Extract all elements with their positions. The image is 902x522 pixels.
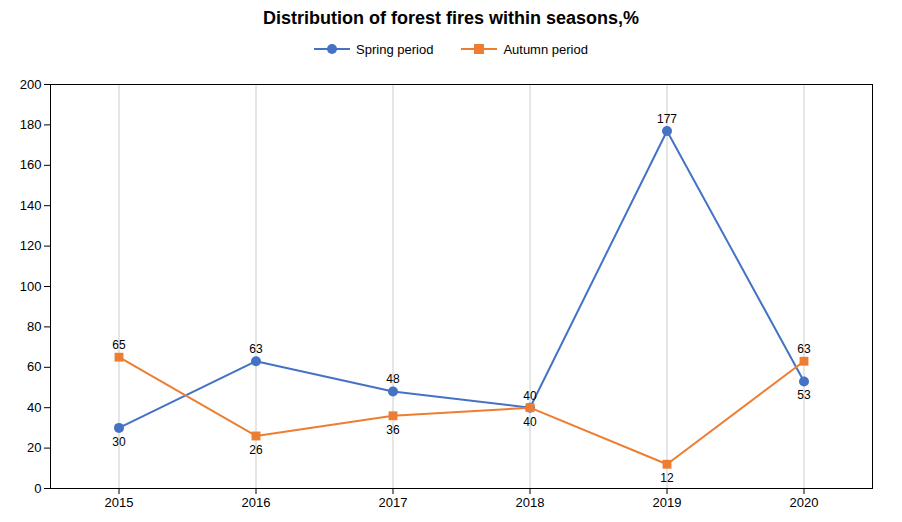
svg-text:20: 20 (27, 440, 41, 455)
svg-text:160: 160 (20, 157, 42, 172)
svg-text:2018: 2018 (516, 495, 545, 510)
svg-text:200: 200 (20, 77, 42, 92)
svg-text:63: 63 (797, 342, 811, 356)
html-text:Distribution of forest fires w: Distribution of forest fires within seas… (263, 8, 639, 28)
svg-text:36: 36 (386, 423, 400, 437)
svg-text:2019: 2019 (653, 495, 682, 510)
svg-text:177: 177 (657, 112, 677, 126)
svg-text:120: 120 (20, 238, 42, 253)
svg-text:40: 40 (27, 400, 41, 415)
svg-text:63: 63 (249, 342, 263, 356)
svg-text:60: 60 (27, 359, 41, 374)
svg-text:2015: 2015 (105, 495, 134, 510)
svg-text:30: 30 (112, 435, 126, 449)
svg-text:12: 12 (660, 471, 674, 485)
svg-text:48: 48 (386, 372, 400, 386)
svg-text:0: 0 (34, 481, 41, 496)
svg-text:26: 26 (249, 443, 263, 457)
svg-text:40: 40 (523, 415, 537, 429)
svg-text:2020: 2020 (790, 495, 819, 510)
svg-text:65: 65 (112, 338, 126, 352)
svg-text:53: 53 (797, 388, 811, 402)
svg-text:2017: 2017 (379, 495, 408, 510)
svg-text:180: 180 (20, 117, 42, 132)
html-text:Spring period: Spring period (356, 41, 434, 57)
svg-text:2016: 2016 (242, 495, 271, 510)
svg-text:100: 100 (20, 279, 42, 294)
svg-text:80: 80 (27, 319, 41, 334)
svg-text:140: 140 (20, 198, 42, 213)
html-text:Autumn period: Autumn period (503, 41, 588, 57)
svg-text:40: 40 (523, 389, 537, 403)
